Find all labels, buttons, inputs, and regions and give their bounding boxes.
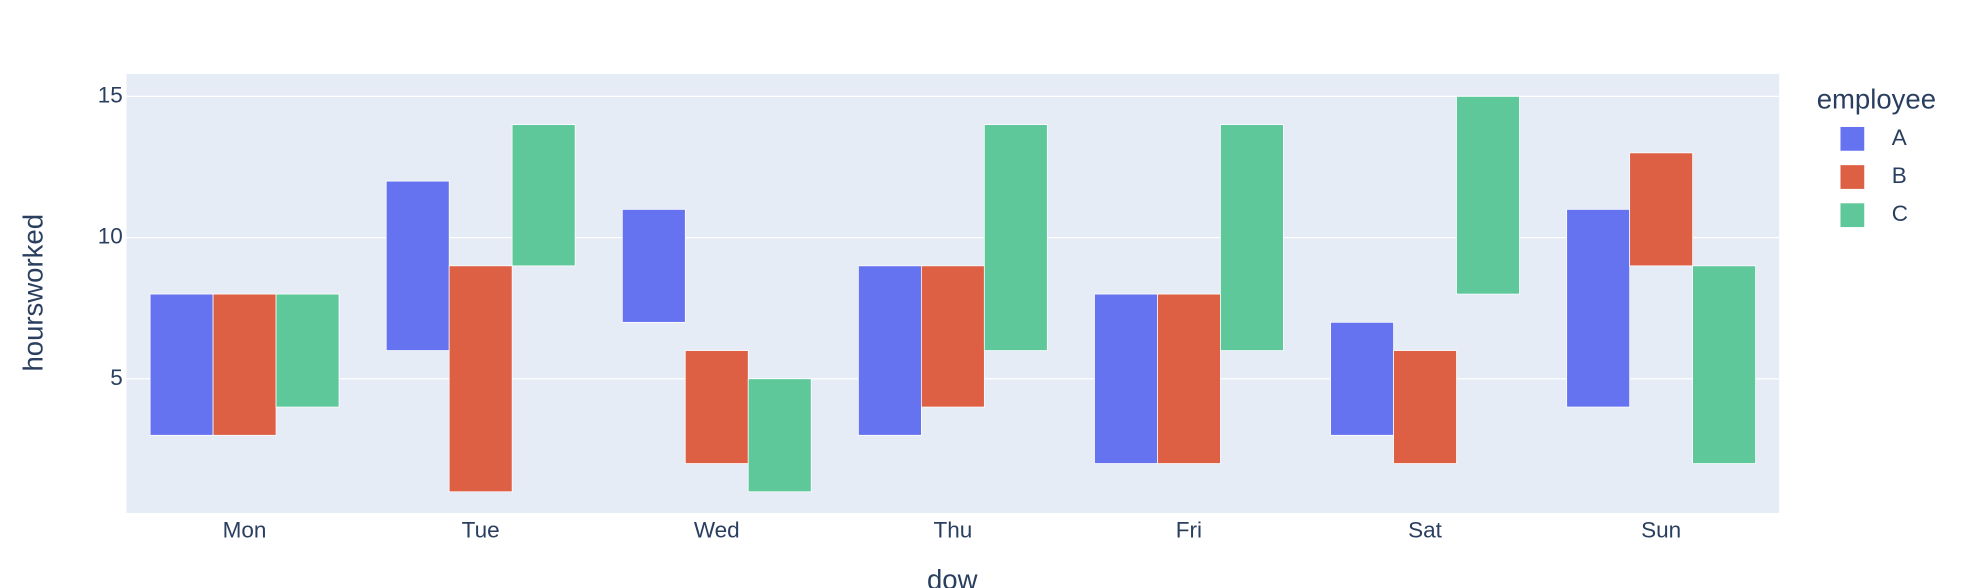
bar (1220, 124, 1284, 351)
bar (1157, 293, 1221, 464)
bar (920, 265, 985, 408)
y-axis-title: hoursworked (17, 214, 48, 372)
bar (621, 208, 686, 323)
legend-label: C (1892, 201, 1908, 226)
legend-swatch (1840, 165, 1865, 189)
x-tick-label: Tue (462, 518, 500, 543)
bar (1393, 350, 1457, 464)
x-axis-title: dow (927, 564, 978, 588)
x-tick-label: Thu (933, 518, 972, 543)
bar (684, 350, 749, 464)
bar (1692, 265, 1756, 464)
x-tick-label: Wed (694, 518, 740, 543)
bar (212, 293, 277, 436)
legend-label: B (1892, 163, 1907, 188)
x-tick-label: Sat (1408, 518, 1443, 543)
bar (511, 124, 576, 267)
y-tick-label: 5 (110, 365, 123, 390)
bar (983, 124, 1048, 351)
x-tick-label: Sun (1641, 518, 1681, 543)
bar (1330, 321, 1394, 436)
bar (1094, 293, 1158, 464)
bar (1456, 96, 1520, 295)
legend-label: A (1892, 125, 1907, 150)
legend-swatch (1840, 203, 1865, 228)
bar (275, 293, 340, 408)
bar (1566, 208, 1631, 408)
x-tick-label: Mon (223, 518, 267, 543)
bar (149, 293, 214, 436)
x-tick-label: Fri (1176, 518, 1202, 543)
bars (149, 96, 1756, 493)
bar (448, 265, 513, 493)
bar (858, 265, 922, 436)
y-tick-label: 15 (98, 82, 123, 107)
bar (385, 180, 450, 351)
legend-title: employee (1817, 84, 1936, 115)
bar (1629, 152, 1693, 267)
y-tick-label: 10 (98, 224, 123, 249)
legend: ABC (1840, 125, 1908, 228)
bar (747, 378, 812, 493)
legend-swatch (1840, 126, 1865, 151)
